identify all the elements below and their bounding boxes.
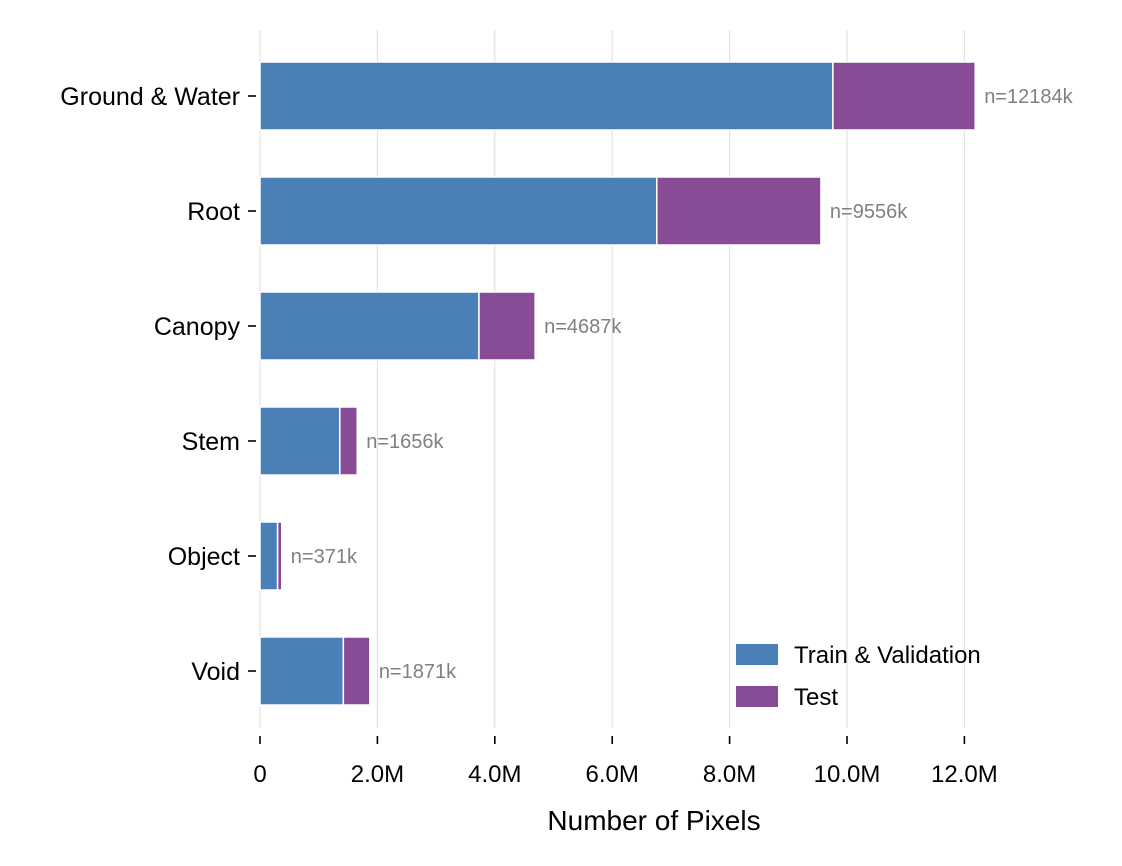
bar-train-validation-4 — [259, 521, 279, 591]
bar-test-5 — [342, 636, 371, 706]
bar-test-1 — [656, 176, 822, 246]
bar-total-label: n=4687k — [544, 316, 622, 338]
bar-test-0 — [832, 61, 976, 131]
legend: Train & Validation Test — [736, 642, 981, 711]
bar-test-3 — [339, 406, 358, 476]
y-category-label: Ground & Water — [60, 83, 240, 111]
bar-train-validation-0 — [259, 61, 834, 131]
x-tick-label: 0 — [253, 761, 266, 788]
legend-label: Train & Validation — [794, 642, 981, 669]
bar-total-label: n=371k — [291, 546, 358, 568]
bar-train-validation-5 — [259, 636, 345, 706]
y-category-label: Stem — [182, 428, 240, 456]
legend-swatch-test — [736, 686, 778, 707]
y-category-label: Canopy — [154, 313, 241, 341]
y-category-label: Void — [191, 658, 240, 686]
y-category-label: Root — [187, 198, 240, 226]
bar-train-validation-1 — [259, 176, 658, 246]
y-category-label: Object — [168, 543, 240, 571]
legend-swatch-train-validation — [736, 644, 778, 665]
legend-label: Test — [794, 684, 838, 711]
grid-lines — [259, 30, 966, 728]
x-tick-label: 2.0M — [351, 761, 404, 788]
bar-total-label: n=9556k — [830, 201, 908, 223]
x-tick-label: 6.0M — [586, 761, 639, 788]
bar-train-validation-2 — [259, 291, 480, 361]
x-tick-label: 8.0M — [703, 761, 756, 788]
y-axis: Ground & Water Root Canopy Stem Object Void — [60, 83, 256, 686]
bar-train-validation-3 — [259, 406, 341, 476]
x-axis-title: Number of Pixels — [547, 805, 760, 836]
x-tick-label: 10.0M — [814, 761, 881, 788]
bar-test-2 — [478, 291, 536, 361]
bar-total-label: n=1871k — [379, 661, 457, 683]
bars — [259, 61, 976, 706]
x-tick-label: 12.0M — [931, 761, 998, 788]
total-labels: n=12184k n=9556k n=4687k n=1656k n=371k n=187… — [291, 86, 1074, 683]
bar-total-label: n=12184k — [984, 86, 1073, 108]
x-axis: 0 2.0M 4.0M 6.0M 8.0M 10.0M 12.0M — [253, 736, 998, 788]
x-tick-label: 4.0M — [468, 761, 521, 788]
bar-test-4 — [276, 521, 283, 591]
bar-total-label: n=1656k — [366, 431, 444, 453]
